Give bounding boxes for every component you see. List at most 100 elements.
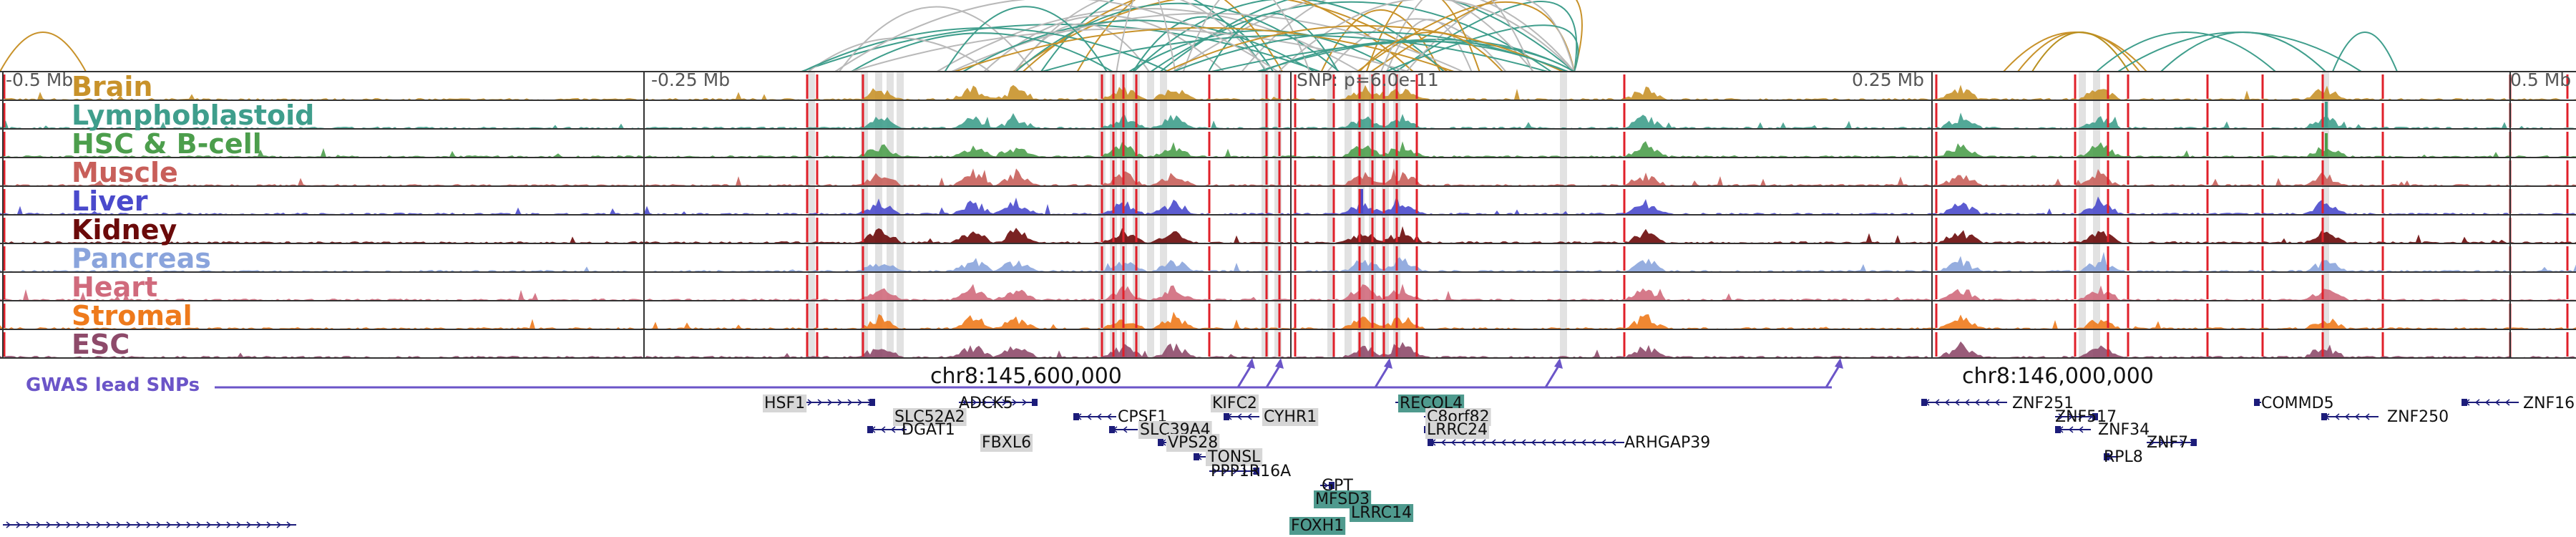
tissue-labels: Brain Lymphoblastoid HSC & B-cell Muscle… [72, 71, 314, 360]
gene-label: ZNF16 [2523, 395, 2575, 412]
signal-area [0, 112, 2576, 129]
interaction-arc [802, 27, 1169, 72]
signal-area [0, 194, 2576, 215]
interaction-arc [1013, 0, 1448, 72]
strand-chevron [2494, 399, 2500, 406]
strand-chevron [1591, 439, 1596, 446]
strand-chevron [286, 521, 292, 528]
strand-chevron [962, 399, 967, 406]
gene-label-background [893, 408, 967, 426]
interaction-arc [1385, 24, 1579, 72]
exon-block [1921, 399, 1927, 406]
gene-ppp1r16a: PPP1R16A [1209, 463, 1291, 480]
strand-chevron [146, 521, 152, 528]
gene-znf517: ZNF517 [2055, 408, 2117, 426]
strand-chevron [6, 521, 11, 528]
gwas-snp-marker [1374, 363, 1391, 388]
strand-chevron [2180, 439, 2185, 446]
interaction-arc [2031, 32, 2129, 72]
strand-chevron [1581, 439, 1586, 446]
gene-label: TONSL [1207, 448, 1261, 466]
gene-label: DGAT1 [902, 421, 955, 439]
gene-znf251: ZNF251 [1921, 395, 2074, 412]
signal-peak [2325, 102, 2328, 127]
strand-chevron [900, 426, 906, 433]
exon-block [869, 399, 875, 406]
interaction-arc [1365, 0, 1480, 72]
strand-chevron [206, 521, 212, 528]
gene-znf16: ZNF16 [2462, 395, 2575, 412]
gene-rpl8: RPL8 [2104, 448, 2143, 466]
strand-chevron [982, 399, 987, 406]
strand-chevron [1096, 413, 1102, 420]
gene-label: ADCK5 [959, 395, 1013, 412]
strand-chevron [236, 521, 242, 528]
strand-chevron [1541, 439, 1546, 446]
strand-chevron [1470, 439, 1476, 446]
gene-fbxl6: FBXL6 [980, 434, 1033, 452]
gene-lrrc14: LRRC14 [1350, 504, 1414, 522]
strand-chevron [246, 521, 252, 528]
interaction-arc [834, 0, 1279, 72]
interaction-arc [1042, 34, 1548, 72]
interaction-arc [1241, 0, 1534, 72]
strand-chevron [16, 521, 21, 528]
signal-area [0, 341, 2576, 358]
strand-chevron [136, 521, 142, 528]
exon-block [2254, 399, 2260, 406]
signal-peak [2325, 133, 2328, 156]
strand-chevron [1611, 439, 1616, 446]
gene-label: COMMD5 [2261, 395, 2334, 412]
strand-chevron [1521, 439, 1526, 446]
strand-chevron [2160, 439, 2165, 446]
gene-label: LRRC24 [1427, 421, 1488, 439]
track-label-pancreas: Pancreas [72, 243, 211, 274]
gene-tonsl: TONSL [1194, 448, 1263, 466]
gene-adck5: ADCK5 [959, 395, 1038, 412]
signal-track-esc [0, 341, 2576, 358]
strand-chevron [1480, 439, 1486, 446]
exon-block [1329, 482, 1335, 489]
gene-label: ZNF250 [2387, 408, 2449, 426]
gene-znf34: ZNF34 [2055, 421, 2150, 439]
track-label-esc: ESC [72, 329, 130, 360]
gwas-snp-marker [1265, 363, 1282, 388]
interaction-arc [1015, 2, 1340, 72]
signal-area [0, 251, 2576, 272]
gene-label: ZNF7 [2147, 434, 2188, 452]
strand-chevron [2170, 439, 2175, 446]
signal-track-liver [0, 194, 2576, 215]
gwas-label: GWAS lead SNPs [26, 374, 200, 396]
strand-chevron [66, 521, 72, 528]
strand-chevron [1501, 439, 1506, 446]
gene-label-background [1350, 504, 1414, 522]
strand-chevron [2078, 426, 2084, 433]
strand-chevron [992, 399, 997, 406]
gene-label: ZNF251 [2012, 395, 2074, 412]
strand-chevron [1246, 413, 1252, 420]
strand-chevron [2334, 413, 2340, 420]
interaction-arc [1386, 19, 1473, 72]
strand-chevron [1460, 439, 1466, 446]
gene-slc52a2: SLC52A2 [893, 408, 967, 426]
gwas-snp-marker [1544, 363, 1561, 388]
strand-chevron [56, 521, 62, 528]
axis-label-quarter-mb: 0.25 Mb [1852, 69, 1924, 90]
gwas-snp-arrowhead [1384, 358, 1392, 369]
strand-chevron [1934, 399, 1940, 406]
signal-area [0, 226, 2576, 243]
gene-dgat1: DGAT1 [867, 421, 955, 439]
exon-block [1032, 399, 1038, 406]
strand-chevron [226, 521, 232, 528]
axis-gridlines [2, 72, 2511, 358]
strand-chevron [2068, 413, 2074, 420]
strand-chevron [2058, 413, 2064, 420]
exon-block [2055, 426, 2061, 433]
strand-chevron [46, 521, 52, 528]
strand-chevron [1974, 399, 1980, 406]
gene-label: SLC52A2 [894, 408, 965, 426]
strand-chevron [196, 521, 202, 528]
strand-chevron [1491, 439, 1496, 446]
exon-block [1109, 426, 1115, 433]
interaction-arc [1320, 9, 1441, 72]
